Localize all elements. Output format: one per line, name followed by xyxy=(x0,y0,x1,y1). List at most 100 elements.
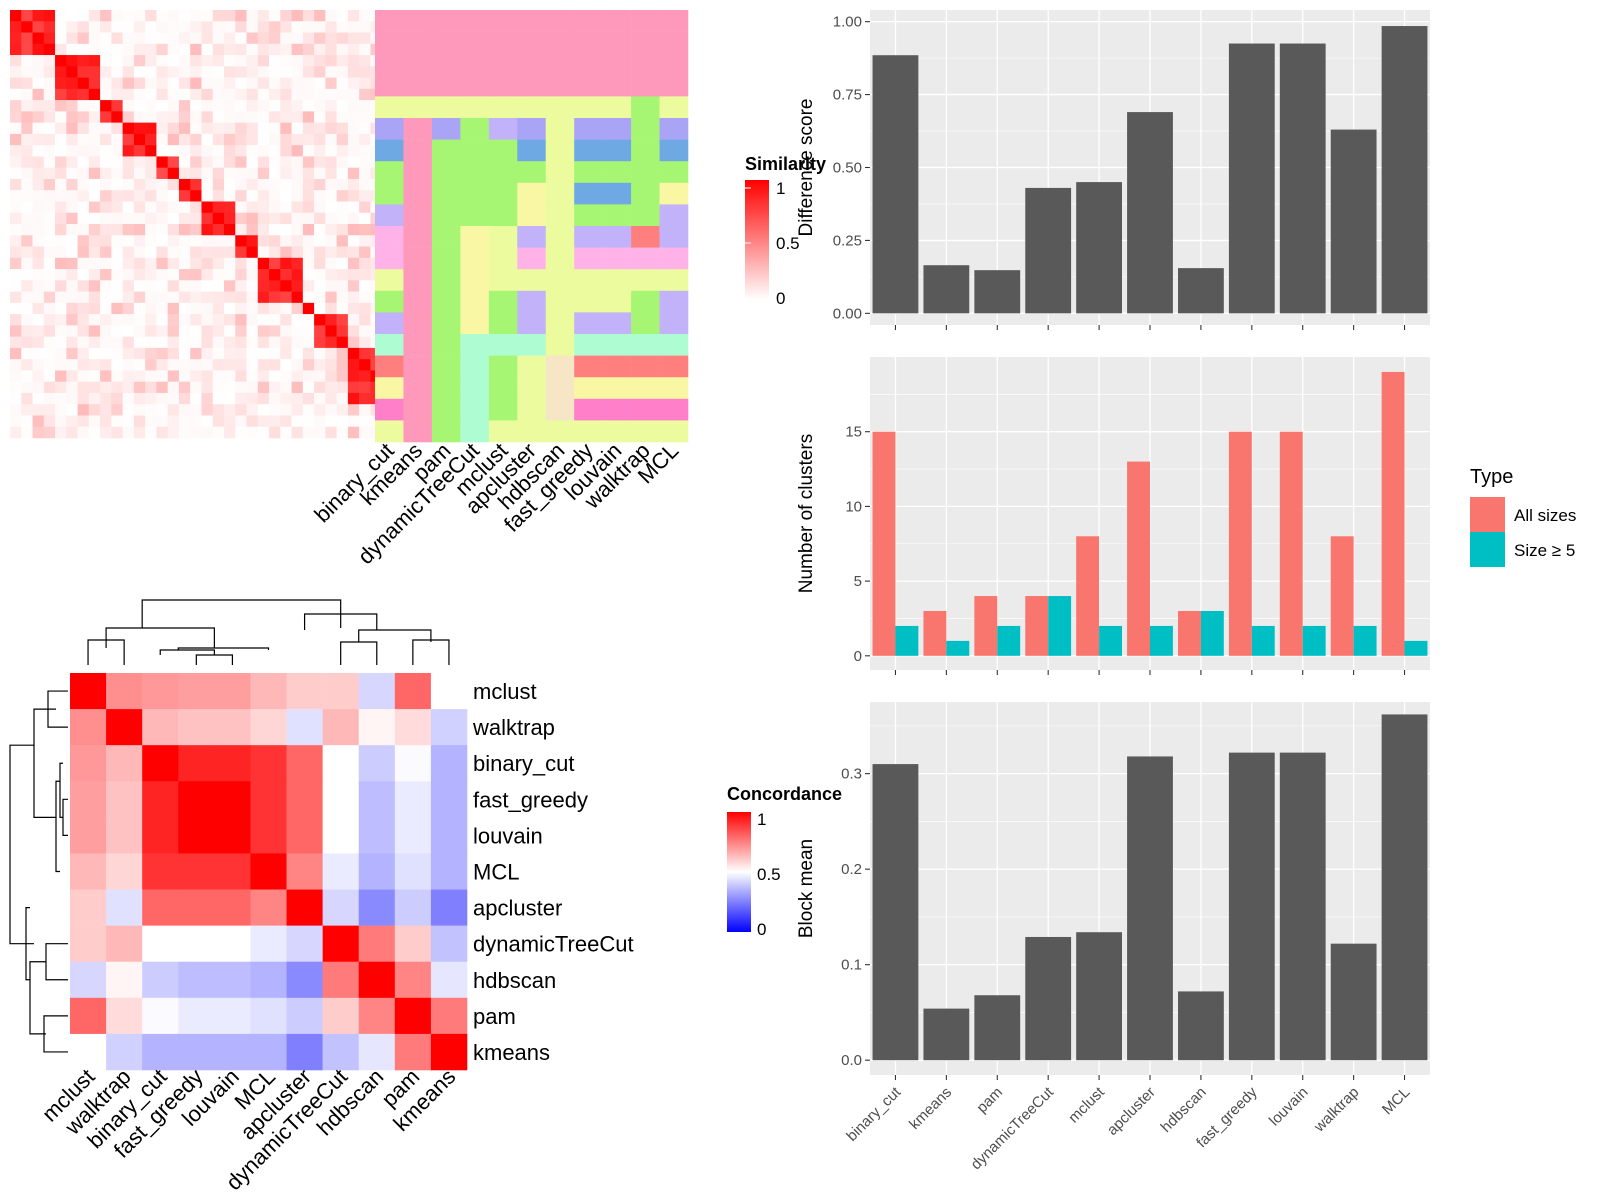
similarity-cell xyxy=(246,212,259,225)
membership-cell xyxy=(431,161,461,184)
similarity-cell xyxy=(359,291,371,304)
similarity-cell xyxy=(66,212,78,225)
similarity-cell xyxy=(314,212,326,225)
similarity-cell xyxy=(145,291,157,304)
similarity-cell xyxy=(111,111,123,123)
similarity-cell xyxy=(257,133,270,146)
similarity-cell xyxy=(66,122,78,135)
similarity-cell xyxy=(246,415,259,428)
membership-cell xyxy=(488,139,518,162)
concordance-cell xyxy=(70,997,107,1035)
similarity-cell xyxy=(133,280,146,292)
similarity-cell xyxy=(190,88,202,101)
similarity-cell xyxy=(167,280,180,292)
similarity-cell xyxy=(145,347,157,360)
similarity-cell xyxy=(347,280,360,292)
similarity-cell xyxy=(122,32,135,45)
similarity-cell xyxy=(314,32,326,45)
similarity-cell xyxy=(302,156,315,168)
similarity-cell xyxy=(257,359,270,371)
similarity-cell xyxy=(190,370,202,382)
similarity-cell xyxy=(100,359,112,371)
similarity-cell xyxy=(336,224,349,236)
similarity-cell xyxy=(336,122,349,135)
similarity-cell xyxy=(145,381,157,394)
concordance-row-label: louvain xyxy=(473,823,543,848)
similarity-cell xyxy=(291,133,304,146)
similarity-cell xyxy=(32,212,45,225)
similarity-cell xyxy=(257,280,270,292)
concordance-cell xyxy=(250,925,287,963)
similarity-cell xyxy=(280,77,292,90)
similarity-cell xyxy=(359,21,371,33)
similarity-cell xyxy=(280,88,292,101)
similarity-cell xyxy=(246,392,259,405)
similarity-cell xyxy=(201,167,214,180)
similarity-cell xyxy=(359,156,371,168)
similarity-cell xyxy=(55,302,67,315)
similarity-cell xyxy=(314,325,326,337)
membership-cell xyxy=(631,74,660,97)
similarity-cell xyxy=(88,145,101,157)
similarity-cell xyxy=(314,190,326,202)
membership-cell xyxy=(431,139,461,162)
similarity-cell xyxy=(88,269,101,281)
similarity-cell xyxy=(302,224,315,236)
membership-cell xyxy=(545,420,575,443)
similarity-cell xyxy=(325,10,337,22)
similarity-cell xyxy=(145,133,157,146)
similarity-cell xyxy=(167,167,180,180)
similarity-cell xyxy=(359,145,371,157)
similarity-cell xyxy=(280,347,292,360)
membership-cell xyxy=(517,118,547,140)
similarity-cell xyxy=(224,122,236,135)
similarity-cell xyxy=(133,347,146,360)
similarity-cell xyxy=(167,426,180,439)
similarity-cell xyxy=(302,404,315,416)
similarity-cell xyxy=(314,43,326,56)
similarity-cell xyxy=(111,325,123,337)
concordance-cell xyxy=(322,889,360,926)
similarity-cell xyxy=(269,32,281,45)
concordance-cell xyxy=(358,709,396,746)
similarity-cell xyxy=(269,156,281,168)
similarity-cell xyxy=(269,190,281,202)
similarity-cell xyxy=(246,280,259,292)
similarity-cell xyxy=(178,392,191,405)
concordance-cell xyxy=(358,745,396,782)
similarity-cell xyxy=(212,201,225,214)
membership-cell xyxy=(460,204,490,227)
concordance-cell xyxy=(214,853,251,890)
similarity-cell xyxy=(111,178,123,191)
similarity-cell xyxy=(122,77,135,90)
similarity-cell xyxy=(66,224,78,236)
membership-cell xyxy=(574,182,603,205)
similarity-cell xyxy=(55,111,67,123)
similarity-cell xyxy=(190,201,202,214)
similarity-cell xyxy=(32,246,45,259)
membership-cell xyxy=(545,334,575,356)
membership-cell xyxy=(375,377,404,400)
membership-cell xyxy=(460,53,490,76)
membership-cell xyxy=(431,377,461,400)
similarity-cell xyxy=(347,415,360,428)
similarity-cell xyxy=(21,336,33,349)
similarity-cell xyxy=(133,224,146,236)
similarity-cell xyxy=(55,257,67,270)
similarity-cell xyxy=(100,122,112,135)
dendrogram-branch xyxy=(33,708,56,818)
similarity-cell xyxy=(111,392,123,405)
similarity-cell xyxy=(190,111,202,123)
similarity-cell xyxy=(291,325,304,337)
membership-cell xyxy=(431,182,461,205)
similarity-cell xyxy=(167,10,180,22)
concordance-cell xyxy=(286,997,323,1035)
similarity-cell xyxy=(336,314,349,326)
similarity-cell xyxy=(269,77,281,90)
similarity-cell xyxy=(269,314,281,326)
similarity-cell xyxy=(122,145,135,157)
similarity-cell xyxy=(122,269,135,281)
membership-cell xyxy=(488,398,518,421)
membership-cell xyxy=(631,31,660,54)
membership-cell xyxy=(460,377,490,400)
